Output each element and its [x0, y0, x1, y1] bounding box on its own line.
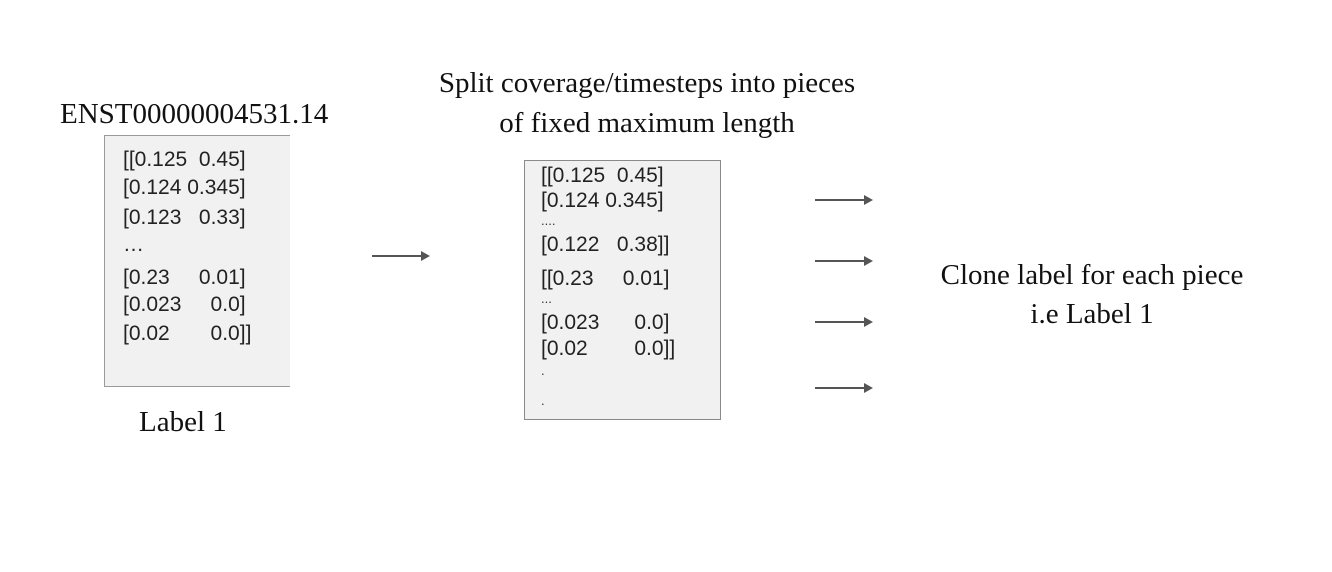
matrix-row: [0.23 0.01]: [123, 266, 246, 289]
piece-row: [0.02 0.0]]: [541, 337, 676, 360]
matrix-row: [[0.125 0.45]: [123, 148, 246, 171]
clone-label-text-line1: Clone label for each piece: [940, 259, 1244, 291]
piece-row: [[0.125 0.45]: [541, 164, 664, 187]
transcript-id-title: ENST00000004531.14: [60, 98, 329, 130]
coverage-matrix-box: [104, 135, 290, 387]
piece-row: [0.023 0.0]: [541, 311, 670, 334]
matrix-row: [0.023 0.0]: [123, 293, 246, 316]
clone-label-text-line2: i.e Label 1: [1030, 298, 1154, 330]
arrow-right-icon: [815, 383, 873, 393]
split-step-title-line2: of fixed maximum length: [499, 107, 795, 139]
matrix-row: [0.02 0.0]]: [123, 322, 252, 345]
piece-row: [0.124 0.345]: [541, 189, 664, 212]
piece-ellipsis: ....: [541, 213, 556, 228]
piece-dot: .: [541, 363, 545, 378]
arrow-right-icon: [815, 317, 873, 327]
split-step-title-line1: Split coverage/timesteps into pieces: [438, 67, 856, 99]
arrow-right-icon: [815, 256, 873, 266]
piece-row: [[0.23 0.01]: [541, 267, 670, 290]
piece-dot: .: [541, 393, 545, 408]
piece-row: [0.122 0.38]]: [541, 233, 670, 256]
arrow-right-icon: [372, 251, 430, 261]
matrix-row: [0.124 0.345]: [123, 176, 246, 199]
piece-ellipsis: ...: [541, 291, 552, 306]
label-caption: Label 1: [139, 406, 227, 438]
matrix-ellipsis: …: [123, 233, 144, 256]
matrix-row: [0.123 0.33]: [123, 206, 246, 229]
split-pieces-box: [524, 160, 721, 420]
arrow-right-icon: [815, 195, 873, 205]
